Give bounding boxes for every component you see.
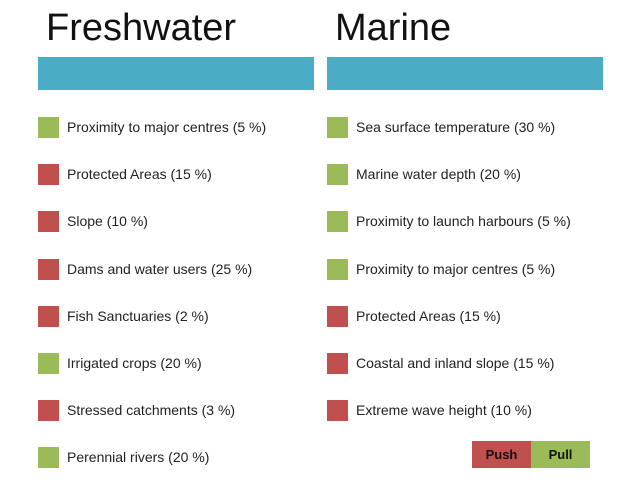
- factor-label: Sea surface temperature (30 %): [356, 119, 556, 135]
- factor-item: Irrigated crops (20 %): [38, 352, 266, 400]
- factor-item: Extreme wave height (10 %): [327, 400, 571, 447]
- push-pull-legend: Push Pull: [472, 441, 590, 468]
- factor-label: Coastal and inland slope (15 %): [356, 354, 555, 371]
- factor-label: Proximity to launch harbours (5 %): [356, 213, 571, 230]
- factor-item: Proximity to major centres (5 %): [327, 258, 571, 306]
- factor-item: Proximity to major centres (5 %): [38, 117, 266, 164]
- factor-item: Sea surface temperature (30 %): [327, 117, 571, 164]
- factor-label: Proximity to major centres (5 %): [67, 119, 267, 135]
- marine-header-bar: [327, 57, 603, 90]
- factor-item: Marine water depth (20 %): [327, 164, 571, 211]
- pull-swatch: [327, 258, 348, 280]
- factor-label: Fish Sanctuaries (2 %): [67, 307, 209, 324]
- legend-pull: Pull: [531, 441, 590, 468]
- factor-label: Protected Areas (15 %): [67, 166, 212, 183]
- factor-item: Fish Sanctuaries (2 %): [38, 305, 266, 353]
- freshwater-header-bar: [38, 57, 314, 90]
- pull-swatch: [327, 117, 348, 138]
- factor-label: Dams and water users (25 %): [67, 260, 253, 277]
- factor-label: Marine water depth (20 %): [356, 166, 521, 183]
- push-swatch: [38, 211, 59, 233]
- pull-swatch: [38, 117, 59, 138]
- freshwater-factor-list: Proximity to major centres (5 %) Protecte…: [38, 117, 266, 480]
- factor-item: Dams and water users (25 %): [38, 258, 266, 306]
- push-swatch: [38, 305, 59, 327]
- pull-swatch: [327, 164, 348, 186]
- factor-label: Proximity to major centres (5 %): [356, 260, 556, 277]
- marine-factor-list: Sea surface temperature (30 %) Marine wat…: [327, 117, 571, 447]
- factor-label: Extreme wave height (10 %): [356, 402, 532, 419]
- factor-item: Protected Areas (15 %): [327, 305, 571, 353]
- legend-push: Push: [472, 441, 531, 468]
- push-swatch: [327, 305, 348, 327]
- pull-swatch: [38, 447, 59, 469]
- factor-item: Coastal and inland slope (15 %): [327, 352, 571, 400]
- factor-label: Irrigated crops (20 %): [67, 354, 202, 371]
- push-swatch: [38, 164, 59, 186]
- marine-title: Marine: [335, 7, 452, 49]
- factor-item: Stressed catchments (3 %): [38, 400, 266, 447]
- factor-label: Slope (10 %): [67, 213, 148, 230]
- factor-item: Protected Areas (15 %): [38, 164, 266, 211]
- push-swatch: [327, 400, 348, 422]
- factor-item: Perennial rivers (20 %): [38, 447, 266, 480]
- factor-label: Perennial rivers (20 %): [67, 449, 210, 466]
- freshwater-title: Freshwater: [46, 7, 237, 49]
- push-swatch: [38, 258, 59, 280]
- pull-swatch: [38, 352, 59, 374]
- push-swatch: [38, 400, 59, 422]
- pull-swatch: [327, 211, 348, 233]
- push-swatch: [327, 352, 348, 374]
- factor-label: Protected Areas (15 %): [356, 307, 501, 324]
- factor-item: Slope (10 %): [38, 211, 266, 258]
- factor-item: Proximity to launch harbours (5 %): [327, 211, 571, 258]
- factor-label: Stressed catchments (3 %): [67, 402, 236, 419]
